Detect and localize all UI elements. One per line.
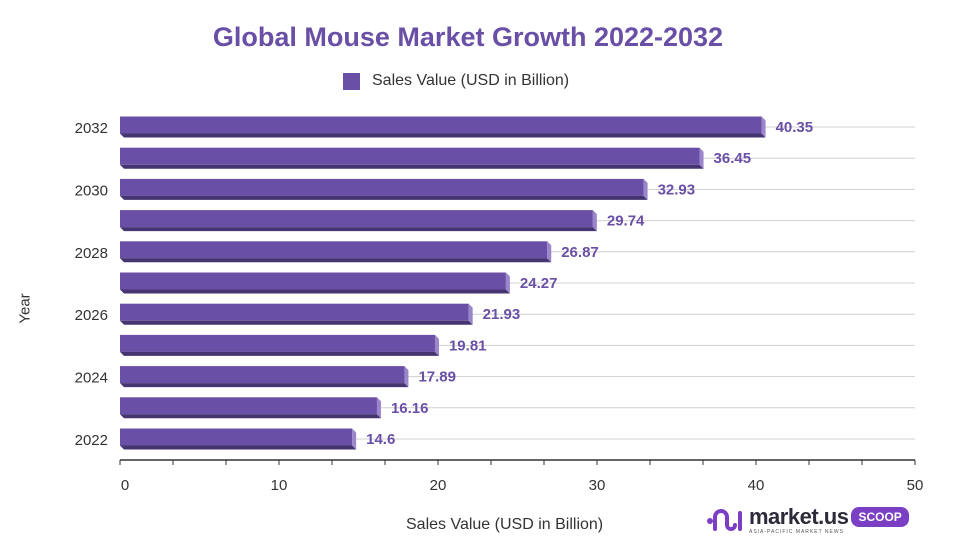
bar-bottom-face [120, 289, 510, 294]
bar-bottom-face [120, 414, 381, 419]
bar-bottom-face [120, 164, 704, 169]
bar-side-face [699, 147, 704, 169]
market-us-logo: market.us SCOOP ASIA-PACIFIC MARKET NEWS [705, 506, 909, 535]
y-tick-label: 2024 [75, 370, 108, 387]
data-label: 19.81 [449, 337, 487, 354]
x-tick-label: 10 [271, 477, 288, 494]
x-tick-label: 50 [907, 477, 924, 494]
bar-side-face [592, 210, 597, 232]
bar-side-face [376, 397, 381, 419]
logo-icon [707, 508, 742, 531]
bar-side-face [761, 116, 766, 138]
chart-title: Global Mouse Market Growth 2022-2032 [212, 22, 724, 52]
data-label: 26.87 [561, 244, 599, 261]
data-label: 40.35 [776, 119, 814, 136]
bar-side-face [404, 366, 409, 388]
y-tick-label: 2030 [75, 182, 108, 199]
data-label: 16.16 [391, 400, 429, 417]
data-label: 29.74 [607, 213, 645, 230]
bar-bottom-face [120, 383, 409, 388]
x-axis-label: Sales Value (USD in Billion) [406, 516, 604, 533]
logo-text: market.us [749, 504, 849, 529]
x-tick-label: 0 [121, 477, 129, 494]
legend-swatch [343, 72, 360, 90]
bar-bottom-face [120, 320, 473, 325]
bar [120, 147, 700, 165]
bar-side-face [468, 303, 473, 325]
bar [120, 303, 469, 321]
data-label: 32.93 [658, 181, 696, 198]
bar [120, 334, 435, 352]
bar-bottom-face [120, 258, 552, 263]
bar [120, 241, 548, 259]
legend-label: Sales Value (USD in Billion) [372, 72, 570, 89]
legend: Sales Value (USD in Billion) [343, 72, 569, 90]
bar [120, 428, 353, 446]
logo-text-row: market.us SCOOP [749, 506, 909, 528]
x-tick-label: 40 [748, 477, 765, 494]
y-tick-label: 2028 [75, 245, 108, 262]
bar [120, 397, 377, 415]
bar-bottom-face [120, 195, 648, 200]
bar-bottom-face [120, 445, 357, 450]
data-label: 17.89 [418, 369, 456, 386]
data-label: 24.27 [520, 275, 558, 292]
bar [120, 116, 762, 134]
logo-tagline: ASIA-PACIFIC MARKET NEWS [749, 529, 844, 535]
logo-badge: SCOOP [851, 507, 909, 527]
bar-side-face [547, 241, 552, 263]
bar-side-face [352, 428, 357, 450]
data-label: 36.45 [714, 150, 752, 167]
bar-bottom-face [120, 133, 766, 138]
data-label: 14.6 [366, 431, 395, 448]
x-tick-label: 30 [589, 477, 606, 494]
bar-side-face [643, 178, 648, 200]
bar [120, 272, 506, 290]
y-tick-label: 2026 [75, 307, 108, 324]
bar-bottom-face [120, 351, 439, 356]
x-tick-label: 20 [430, 477, 447, 494]
bar [120, 210, 593, 228]
bar [120, 366, 405, 384]
y-tick-label: 2022 [75, 432, 108, 449]
bar-side-face [505, 272, 510, 294]
bar-side-face [434, 334, 439, 356]
data-label: 21.93 [483, 306, 521, 323]
logo-text-group: market.us SCOOP ASIA-PACIFIC MARKET NEWS [749, 506, 909, 535]
y-tick-label: 2032 [75, 120, 108, 137]
bar-bottom-face [120, 227, 597, 232]
bar [120, 178, 644, 196]
